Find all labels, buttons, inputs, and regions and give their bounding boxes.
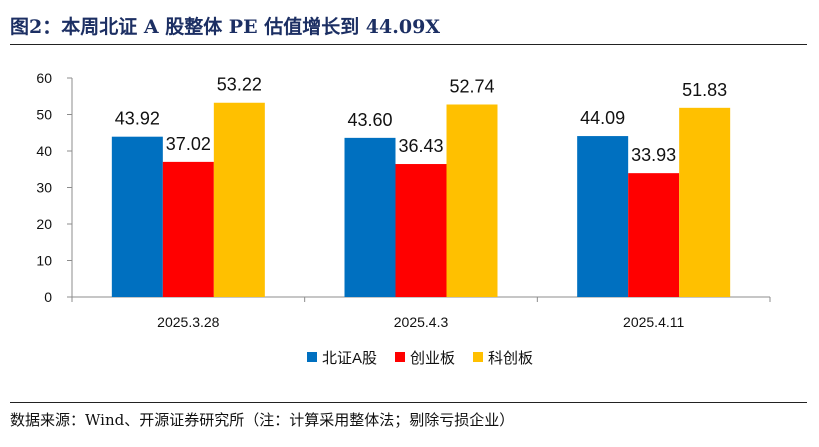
figure-title: 图2：本周北证 A 股整体 PE 估值增长到 44.09X: [10, 16, 441, 38]
y-tick-label: 30: [36, 180, 52, 196]
data-label: 52.74: [449, 76, 494, 96]
bar: [446, 104, 498, 298]
y-tick-label: 50: [36, 107, 52, 123]
legend-swatch: [395, 352, 405, 362]
y-tick-label: 10: [36, 253, 52, 269]
bar: [111, 136, 163, 297]
bar: [162, 161, 214, 297]
data-label: 53.22: [217, 75, 262, 95]
bar: [679, 107, 731, 298]
y-tick-label: 20: [36, 216, 52, 232]
y-tick-label: 60: [36, 70, 52, 86]
source-rule: [10, 402, 807, 403]
data-label: 36.43: [398, 136, 443, 156]
bar: [577, 136, 629, 297]
legend-label: 科创板: [488, 349, 533, 367]
data-label: 43.92: [115, 109, 160, 129]
category-label: 2025.4.11: [623, 314, 684, 330]
bar: [213, 102, 265, 297]
legend-label: 北证A股: [322, 350, 377, 367]
title-rule: [10, 44, 807, 45]
legend-swatch: [473, 352, 483, 362]
source-note: 数据来源：Wind、开源证券研究所（注：计算采用整体法；剔除亏损企业）: [10, 411, 515, 429]
y-tick-label: 0: [44, 289, 52, 305]
category-label: 2025.3.28: [157, 314, 219, 330]
data-label: 37.02: [166, 134, 211, 154]
bar: [628, 173, 680, 297]
data-label: 51.83: [682, 80, 727, 100]
bar: [344, 137, 396, 297]
data-label: 33.93: [631, 145, 676, 165]
category-label: 2025.4.3: [394, 314, 449, 330]
data-label: 44.09: [580, 108, 625, 128]
bar: [395, 164, 447, 297]
legend-swatch: [307, 352, 317, 362]
bar-chart: 0 10 20 30 40 50 60 43.92 37.02 53.22 2025.3.28 43.…: [36, 70, 771, 367]
y-tick-label: 40: [36, 143, 52, 159]
data-label: 43.60: [347, 110, 392, 130]
legend-label: 创业板: [410, 349, 455, 367]
